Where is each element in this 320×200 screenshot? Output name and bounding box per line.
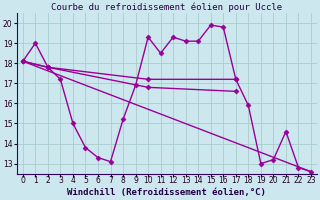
X-axis label: Windchill (Refroidissement éolien,°C): Windchill (Refroidissement éolien,°C) — [68, 188, 266, 197]
Title: Courbe du refroidissement éolien pour Uccle: Courbe du refroidissement éolien pour Uc… — [51, 3, 283, 12]
